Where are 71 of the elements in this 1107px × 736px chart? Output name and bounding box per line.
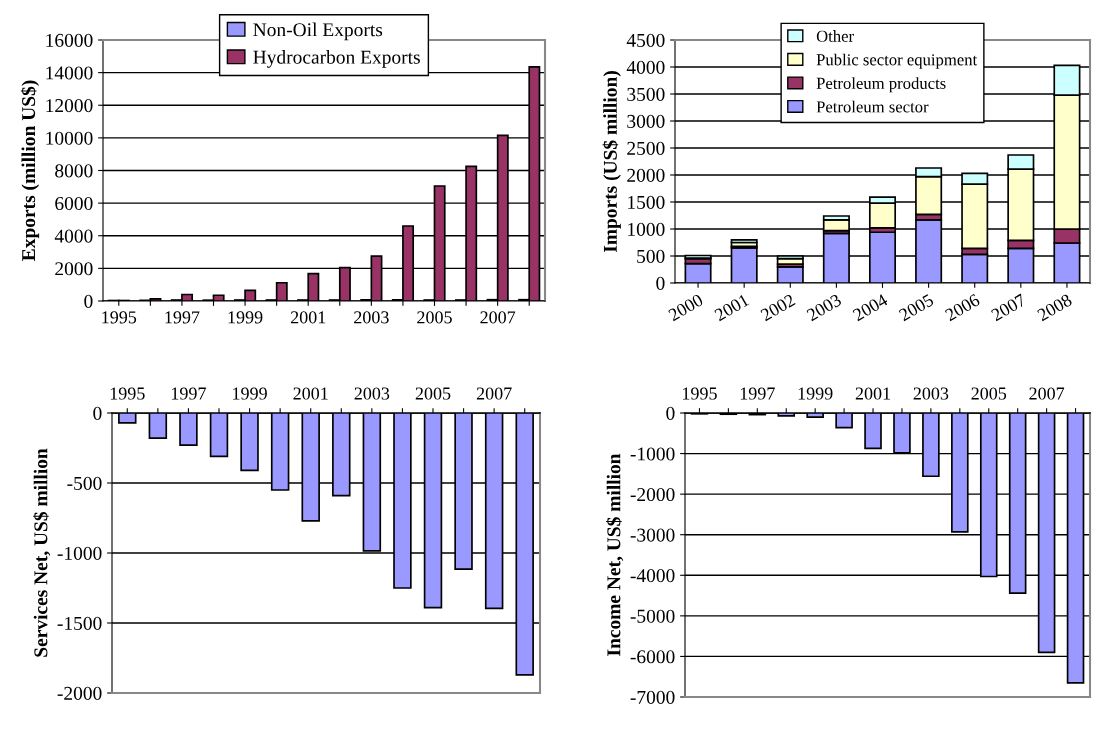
x-tick-label: 1997 xyxy=(740,387,775,400)
y-tick-label: 10000 xyxy=(46,131,93,145)
legend-label: Public sector equipment xyxy=(816,53,978,69)
x-tick-label: 2001 xyxy=(290,311,326,324)
x-tick-label: 1995 xyxy=(102,311,137,324)
x-tick-label: 2002 xyxy=(759,293,796,322)
y-tick-label: -2000 xyxy=(57,686,102,700)
y-tick-label: 0 xyxy=(656,276,665,290)
y-tick-label: -5000 xyxy=(630,609,675,623)
y-tick-label: 4000 xyxy=(54,229,93,243)
y-tick-label: -6000 xyxy=(630,650,675,664)
y-tick-label: 6000 xyxy=(55,196,93,211)
y-tick-label: 2000 xyxy=(627,168,665,182)
x-tick-label: 1999 xyxy=(798,387,833,400)
y-tick-label: 16000 xyxy=(46,33,93,47)
y-tick-label: 0 xyxy=(666,406,675,420)
y-tick-label: -4000 xyxy=(630,569,675,583)
x-tick-label: 2005 xyxy=(971,387,1007,400)
x-tick-label: 2003 xyxy=(806,293,843,322)
x-tick-label: 2007 xyxy=(480,311,516,324)
x-tick-label: 1997 xyxy=(165,311,200,324)
x-tick-label: 2005 xyxy=(415,387,451,400)
x-tick-label: 2005 xyxy=(898,293,935,322)
x-tick-label: 2005 xyxy=(417,311,452,324)
y-tick-label: -500 xyxy=(67,476,102,490)
x-tick-label: 2001 xyxy=(855,387,891,400)
y-tick-label: 14000 xyxy=(46,66,93,80)
y-axis-title: Services Net, US$ million xyxy=(33,448,51,657)
y-tick-label: 3000 xyxy=(627,114,665,128)
x-tick-label: 2003 xyxy=(913,387,949,400)
y-tick-label: 2000 xyxy=(55,262,93,276)
y-tick-label: -7000 xyxy=(630,690,675,704)
x-tick-label: 1999 xyxy=(228,311,263,324)
x-tick-label: 2003 xyxy=(354,387,390,400)
y-tick-label: 4000 xyxy=(626,60,665,74)
x-tick-label: 1995 xyxy=(683,387,717,400)
x-tick-label: 1999 xyxy=(233,387,267,400)
y-tick-label: 500 xyxy=(637,249,665,263)
legend-label: Petroleum sector xyxy=(816,100,929,113)
y-axis-title: Exports (million US$) xyxy=(20,80,40,261)
y-tick-label: 2500 xyxy=(627,141,665,155)
y-axis-title: Income Net, US$ million xyxy=(606,453,624,656)
x-tick-label: 2007 xyxy=(1029,387,1065,400)
y-tick-label: 0 xyxy=(84,294,93,308)
y-tick-label: 8000 xyxy=(55,164,93,178)
x-tick-label: 2003 xyxy=(354,311,389,324)
x-tick-label: 2001 xyxy=(713,293,750,322)
y-tick-label: -3000 xyxy=(630,528,675,542)
y-tick-label: 3500 xyxy=(627,87,665,101)
y-tick-label: 4500 xyxy=(626,33,665,47)
y-tick-label: 0 xyxy=(93,406,102,420)
y-tick-label: -1000 xyxy=(57,546,102,560)
y-tick-label: 1500 xyxy=(628,195,665,209)
legend-label: Petroleum products xyxy=(816,77,946,93)
x-tick-label: 2006 xyxy=(944,293,981,322)
x-tick-label: 1997 xyxy=(171,387,206,400)
y-tick-label: -1500 xyxy=(57,616,102,630)
x-tick-label: 2004 xyxy=(852,293,889,322)
y-tick-label: -2000 xyxy=(630,487,675,502)
x-tick-label: 2001 xyxy=(293,387,328,400)
x-tick-label: 2007 xyxy=(990,293,1027,322)
x-tick-label: 2008 xyxy=(1036,293,1073,322)
legend-label: Hydrocarbon Exports xyxy=(253,50,420,68)
y-tick-label: -1000 xyxy=(630,447,675,461)
legend-label: Non-Oil Exports xyxy=(253,22,383,41)
legend-label: Other xyxy=(816,30,854,42)
y-tick-label: 12000 xyxy=(46,99,93,113)
y-tick-label: 1000 xyxy=(628,222,665,236)
x-tick-label: 2007 xyxy=(476,387,512,400)
y-axis-title: Imports (US$ million) xyxy=(602,71,621,253)
x-tick-label: 1995 xyxy=(110,387,145,400)
